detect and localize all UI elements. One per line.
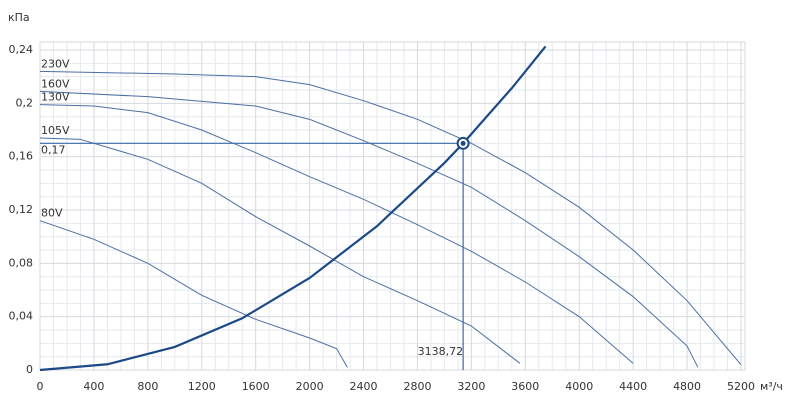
y-tick-label: 0,12 <box>9 203 34 216</box>
series-label: 105V <box>41 124 70 137</box>
x-tick-label: 2000 <box>296 380 324 393</box>
x-tick-label: 2800 <box>403 380 431 393</box>
system-curve <box>39 45 547 372</box>
y-tick-label: 0,24 <box>9 43 34 56</box>
y-unit: кПа <box>8 11 30 24</box>
series-label: 80V <box>41 207 63 220</box>
x-tick-label: 4000 <box>565 380 593 393</box>
x-tick-label: 800 <box>137 380 158 393</box>
series-label: 230V <box>41 57 70 70</box>
x-tick-label: 3600 <box>511 380 539 393</box>
x-tick-label: 1600 <box>242 380 270 393</box>
x-tick-label: 4400 <box>619 380 647 393</box>
x-tick-label: 2400 <box>350 380 378 393</box>
y-tick-label: 0,2 <box>16 96 34 109</box>
fan-curve <box>39 70 742 365</box>
x-tick-label: 0 <box>37 380 44 393</box>
x-tick-label: 3200 <box>457 380 485 393</box>
x-tick-label: 5200 <box>727 380 755 393</box>
plot-border <box>39 41 746 371</box>
fan-curve <box>39 220 348 368</box>
x-unit: м³/ч <box>760 380 783 393</box>
x-tick-label: 1200 <box>188 380 216 393</box>
y-tick-label: 0 <box>26 363 33 376</box>
x-tick-label: 4800 <box>673 380 701 393</box>
series-label: 130V <box>41 91 70 104</box>
operating-y-label: 0,17 <box>41 143 66 156</box>
operating-x-label: 3138,72 <box>418 345 464 358</box>
x-tick-label: 400 <box>83 380 104 393</box>
series-label: 160V <box>41 77 70 90</box>
fan-curve <box>39 104 634 364</box>
y-tick-label: 0,04 <box>9 310 34 323</box>
fan-curve <box>39 137 521 364</box>
y-tick-label: 0,16 <box>9 150 34 163</box>
operating-point-dot <box>460 140 466 146</box>
y-tick-label: 0,08 <box>9 256 34 269</box>
fan-curve <box>39 90 699 368</box>
